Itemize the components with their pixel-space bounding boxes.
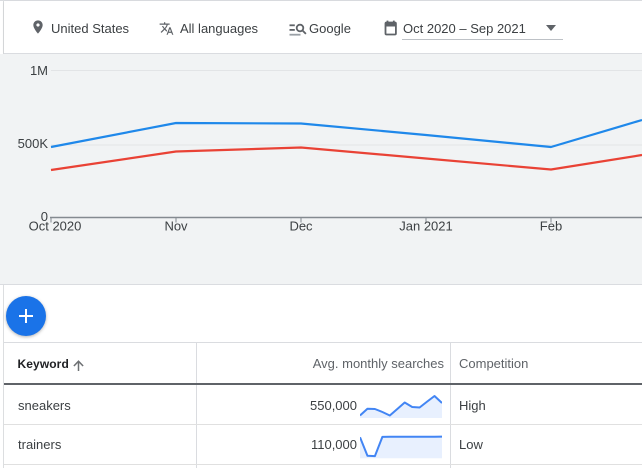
svg-text:500K: 500K bbox=[18, 136, 49, 151]
svg-text:0: 0 bbox=[41, 209, 48, 224]
svg-text:Jan 2021: Jan 2021 bbox=[399, 219, 453, 234]
svg-text:Dec: Dec bbox=[289, 219, 313, 234]
svg-text:Nov: Nov bbox=[164, 219, 188, 234]
svg-text:1M: 1M bbox=[30, 63, 48, 78]
svg-text:Feb: Feb bbox=[540, 219, 562, 234]
svg-text:Oct 2020: Oct 2020 bbox=[29, 219, 82, 234]
